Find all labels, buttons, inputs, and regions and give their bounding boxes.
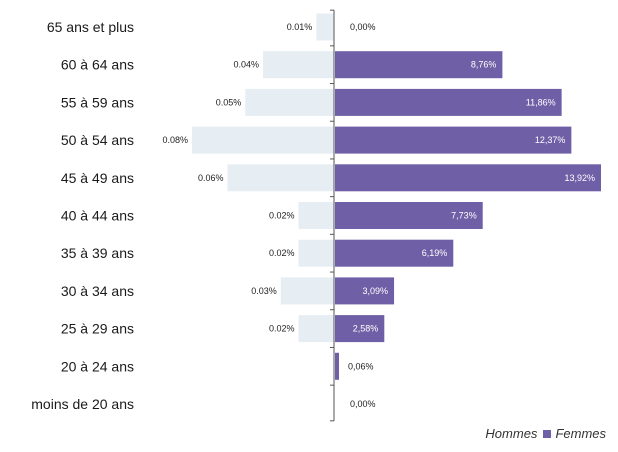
femmes-series: [335, 51, 601, 380]
hommes-series: [192, 13, 334, 343]
value-label-femmes-25-29-ans: 2,58%: [353, 324, 379, 334]
category-label-30-34-ans: 30 à 34 ans: [61, 283, 134, 299]
bar-femmes-25-29-ans: [335, 315, 385, 343]
value-label-femmes-40-44-ans: 7,73%: [451, 211, 477, 221]
bar-femmes-55-59-ans: [335, 88, 562, 116]
value-label-hommes-55-59-ans: 0.05%: [216, 97, 242, 107]
value-label-femmes-moins-de-20-ans: 0,00%: [350, 399, 376, 409]
value-label-hommes-35-39-ans: 0.02%: [269, 248, 295, 258]
value-label-hommes-65-ans-et-plus: 0.01%: [287, 22, 313, 32]
value-label-femmes-30-34-ans: 3,09%: [363, 286, 389, 296]
value-label-hommes-60-64-ans: 0.04%: [233, 60, 259, 70]
legend-label-femmes: Femmes: [555, 426, 606, 441]
bar-hommes-55-59-ans: [245, 88, 334, 116]
value-label-femmes-20-24-ans: 0,06%: [348, 361, 374, 371]
category-label-25-29-ans: 25 à 29 ans: [61, 321, 134, 337]
value-label-femmes-60-64-ans: 8,76%: [471, 60, 497, 70]
value-label-hommes-45-49-ans: 0.06%: [198, 173, 224, 183]
bar-hommes-30-34-ans: [280, 277, 334, 305]
bar-femmes-20-24-ans: [335, 352, 339, 380]
value-label-hommes-50-54-ans: 0.08%: [162, 135, 188, 145]
bar-femmes-50-54-ans: [335, 126, 572, 154]
category-label-50-54-ans: 50 à 54 ans: [61, 132, 134, 148]
bar-hommes-45-49-ans: [227, 164, 334, 192]
value-label-femmes-35-39-ans: 6,19%: [422, 248, 448, 258]
category-labels: 65 ans et plus 60 à 64 ans 55 à 59 ans 50 à…: [31, 19, 134, 412]
bar-femmes-35-39-ans: [335, 239, 454, 267]
category-label-35-39-ans: 35 à 39 ans: [61, 245, 134, 261]
bar-hommes-65-ans-et-plus: [316, 13, 334, 41]
bar-hommes-50-54-ans: [192, 126, 334, 154]
category-label-55-59-ans: 55 à 59 ans: [61, 94, 134, 110]
category-label-65-ans-et-plus: 65 ans et plus: [47, 19, 134, 35]
bar-hommes-35-39-ans: [298, 239, 334, 267]
legend-label-hommes: Hommes: [485, 426, 538, 441]
bar-femmes-40-44-ans: [335, 202, 483, 229]
value-label-femmes-55-59-ans: 11,86%: [526, 97, 556, 107]
category-label-60-64-ans: 60 à 64 ans: [61, 57, 134, 73]
value-label-femmes-65-ans-et-plus: 0,00%: [350, 22, 376, 32]
value-label-hommes-30-34-ans: 0.03%: [251, 286, 277, 296]
bar-hommes-40-44-ans: [298, 202, 334, 229]
category-label-40-44-ans: 40 à 44 ans: [61, 208, 134, 224]
value-label-hommes-40-44-ans: 0.02%: [269, 211, 295, 221]
bar-hommes-25-29-ans: [298, 315, 334, 343]
value-label-femmes-50-54-ans: 12,37%: [535, 135, 566, 145]
category-label-45-49-ans: 45 à 49 ans: [61, 170, 134, 186]
category-label-20-24-ans: 20 à 24 ans: [61, 358, 134, 374]
legend-swatch-femmes: [543, 429, 552, 438]
bar-hommes-60-64-ans: [263, 51, 334, 79]
bar-femmes-30-34-ans: [335, 277, 395, 305]
center-axis: [330, 9, 335, 422]
bar-femmes-60-64-ans: [335, 51, 503, 79]
chart-legend: Hommes Femmes: [485, 426, 606, 441]
value-label-hommes-25-29-ans: 0.02%: [269, 324, 295, 334]
legend-item-femmes: Femmes: [543, 426, 606, 441]
category-label-moins-de-20-ans: moins de 20 ans: [31, 396, 134, 412]
bar-femmes-45-49-ans: [335, 164, 601, 192]
value-label-femmes-45-49-ans: 13,92%: [564, 173, 595, 183]
value-labels: 0.01% 0,00% 0.04% 8,76% 0.05% 11,86% 0.08% 12,3…: [162, 22, 595, 409]
legend-item-hommes: Hommes: [485, 426, 537, 441]
